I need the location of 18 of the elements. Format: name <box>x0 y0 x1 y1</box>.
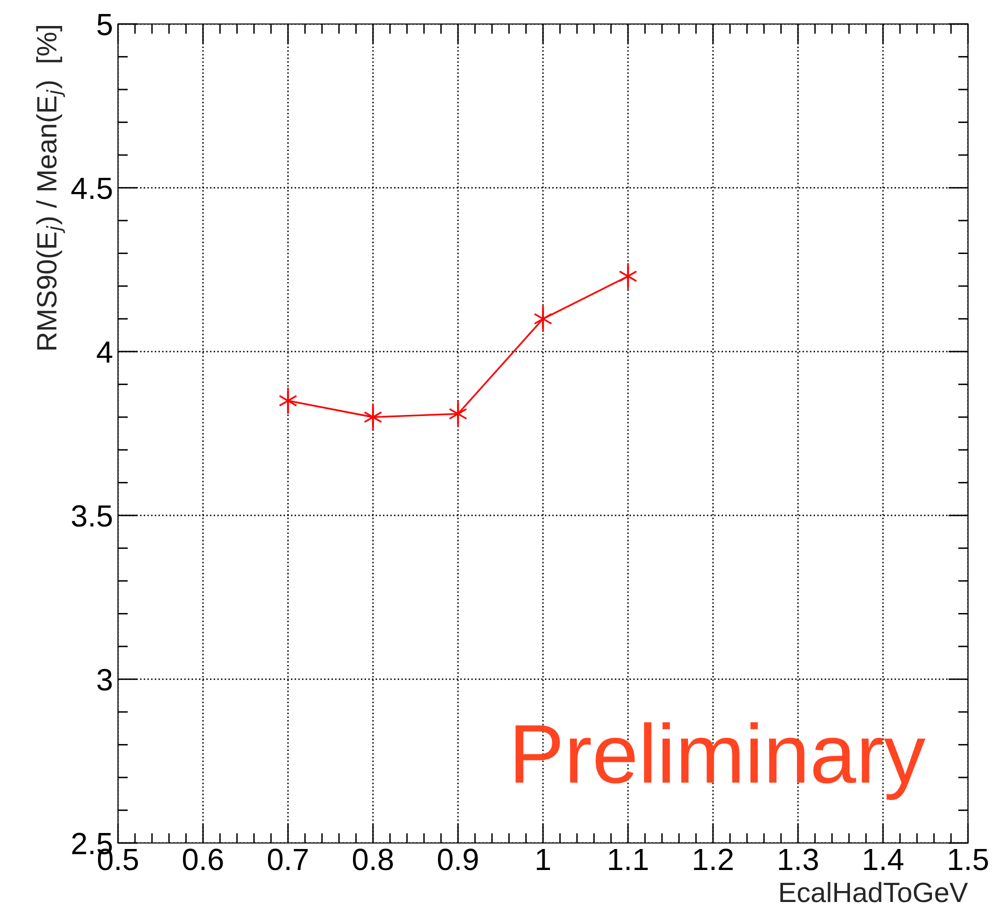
x-tick-label: 1 <box>536 848 550 870</box>
x-tick-label: 0.9 <box>438 848 478 870</box>
y-tick-label: 3.5 <box>72 505 112 527</box>
y-tick-label: 5 <box>97 14 112 36</box>
x-tick-label: 1.4 <box>864 848 904 870</box>
y-tick-label: 4.5 <box>71 178 112 200</box>
x-axis-title: EcalHadToGeV <box>780 882 968 902</box>
y-tick-label: 3 <box>97 668 112 691</box>
x-tick-label: 0.8 <box>352 848 393 870</box>
annotation: Preliminary <box>516 722 926 800</box>
y-tick-label: 4 <box>96 342 112 363</box>
x-tick-label: 1.2 <box>694 848 733 870</box>
x-tick-label: 1.1 <box>609 848 648 870</box>
x-tick-label: 1.5 <box>949 848 988 870</box>
x-tick-label: 1.3 <box>779 848 818 870</box>
y-axis-title: RMS90(E$_{j}$) / Mean(E$_{j}$) [%] <box>36 26 65 350</box>
x-tick-label: 0.7 <box>268 848 308 870</box>
x-tick-label: 0.6 <box>182 848 223 870</box>
